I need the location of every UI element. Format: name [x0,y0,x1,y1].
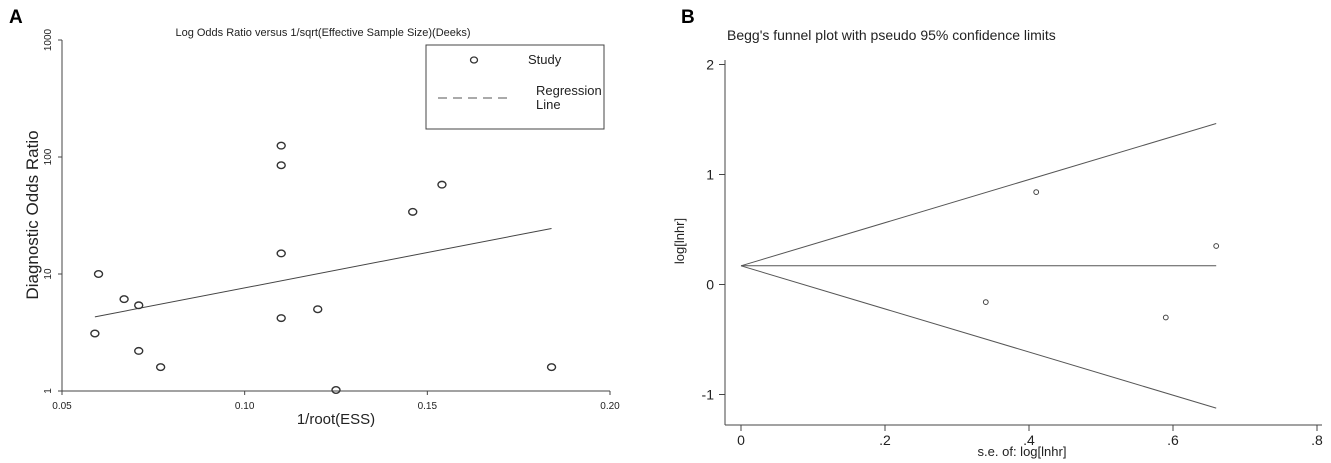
chart-a-study-point [134,301,144,310]
chart-a-study-point [546,363,557,372]
chart-a-study-point [276,314,286,323]
chart-a-legend-box [425,44,605,130]
chart-b-x-tick-label: .8 [1311,432,1323,448]
chart-a-study-point [155,363,166,372]
chart-a-study-points [90,141,557,394]
chart-a-study-point [119,295,129,304]
chart-b-y-ticks: -1 0 1 2 [702,57,725,403]
chart-b-study-point [1033,189,1040,196]
chart-b-x-tick-label: .4 [1023,432,1035,448]
chart-b-study-point [1162,314,1169,321]
chart-b-x-label: s.e. of: log[lnhr] [978,444,1067,459]
chart-b-y-tick-label: 1 [706,167,714,183]
chart-a-study-point [437,180,447,189]
legend-study-marker-icon [469,56,479,64]
chart-a-study-point [331,385,341,394]
chart-a-study-point [93,270,104,279]
chart-b-x-tick-label: .6 [1167,432,1179,448]
chart-a-x-label: 1/root(ESS) [297,411,375,428]
chart-a-legend: Study Regression Line [425,44,605,130]
chart-b-y-tick-label: -1 [702,387,715,403]
chart-a-x-tick-label: 0.20 [600,401,620,412]
chart-a-y-tick-label: 1 [43,388,54,394]
chart-a-study-point [276,141,286,150]
chart-a-study-point [276,161,286,170]
chart-b-y-tick-label: 0 [706,277,714,293]
chart-b-x-ticks: 0 .2 .4 .6 .8 [737,425,1323,448]
chart-b-y-tick-label: 2 [706,57,714,73]
panel-letter-b: B [681,7,695,28]
chart-a-x-ticks: 0.05 0.10 0.15 0.20 [52,391,620,412]
legend-study-label: Study [528,52,562,67]
chart-b-title: Begg's funnel plot with pseudo 95% confi… [727,27,1056,43]
chart-a-study-point [134,346,144,355]
chart-a-y-tick-label: 1000 [43,28,54,51]
chart-b-begg-funnel: Begg's funnel plot with pseudo 95% confi… [672,27,1323,459]
chart-b-x-tick-label: .2 [879,432,891,448]
chart-b-lower-confidence-limit [740,265,1217,409]
legend-regression-label-1: Regression [536,83,602,98]
chart-a-title: Log Odds Ratio versus 1/sqrt(Effective S… [175,27,470,39]
chart-a-y-label: Diagnostic Odds Ratio [23,130,42,299]
chart-b-y-label: log[lnhr] [672,218,687,264]
chart-a-study-point [90,329,100,338]
legend-regression-label-2: Line [536,97,561,112]
chart-a-x-tick-label: 0.05 [52,401,72,412]
chart-a-y-tick-label: 10 [43,268,54,280]
chart-b-study-points [982,189,1220,321]
chart-a-y-ticks: 1 10 100 1000 [43,28,62,394]
chart-a-study-point [408,207,418,216]
chart-a-y-tick-label: 100 [43,148,54,165]
chart-a-x-tick-label: 0.10 [235,401,255,412]
chart-b-study-point [982,299,989,306]
chart-a-regression-line [94,227,552,318]
chart-a-study-point [313,305,323,314]
chart-b-x-tick-label: 0 [737,432,745,448]
chart-a-x-tick-label: 0.15 [418,401,438,412]
chart-a-study-point [276,249,286,258]
chart-a-deeks-funnel: Log Odds Ratio versus 1/sqrt(Effective S… [23,27,620,428]
chart-b-study-point [1213,243,1220,249]
panel-letter-a: A [9,7,23,28]
chart-b-upper-confidence-limit [740,123,1217,267]
